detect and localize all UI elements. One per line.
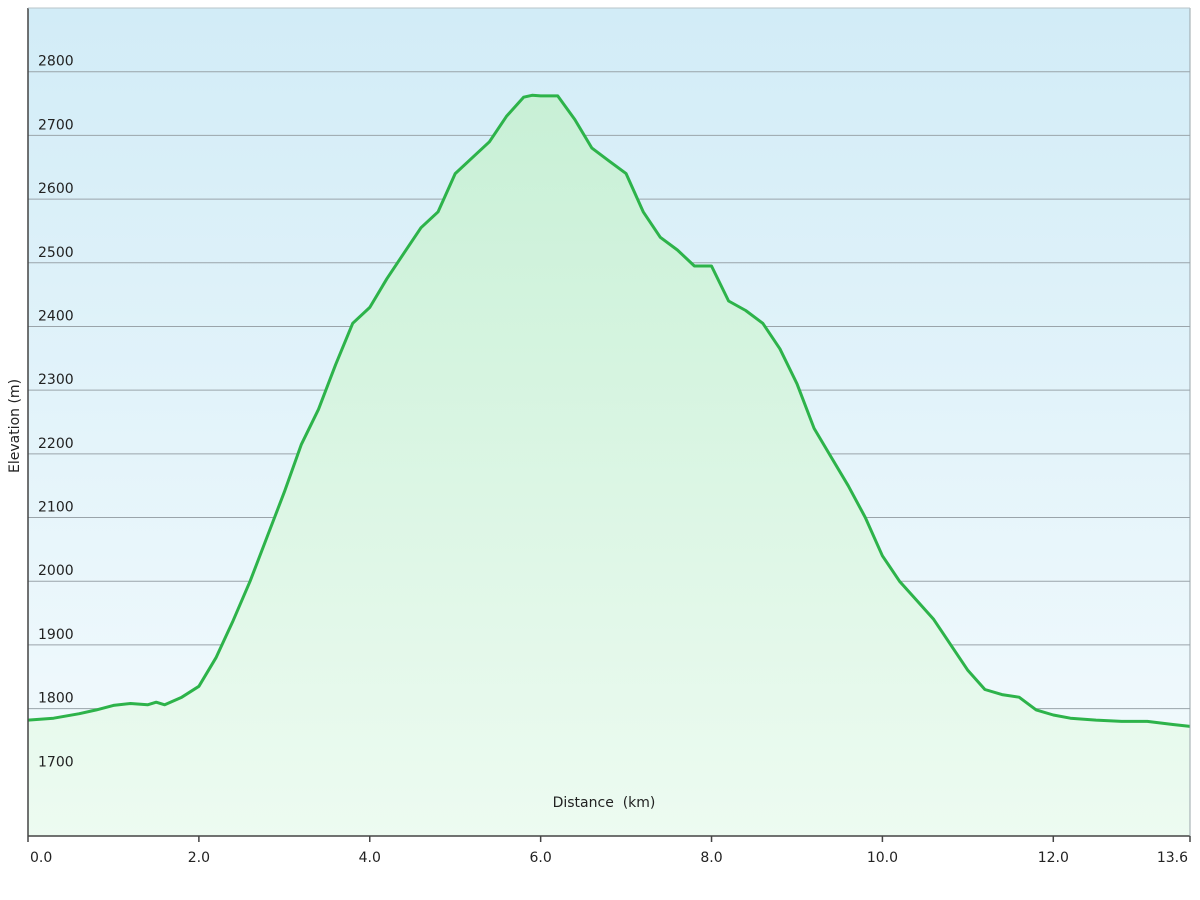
x-tick-label: 6.0 <box>530 850 552 866</box>
y-tick-label: 1800 <box>38 691 74 707</box>
elevation-area-fill <box>28 95 1190 837</box>
y-tick-label: 2600 <box>38 181 74 197</box>
x-tick-label: 2.0 <box>188 850 210 866</box>
y-tick-label: 2300 <box>38 372 74 388</box>
x-axis-title: Distance (km) <box>553 795 656 811</box>
x-tick-label: 4.0 <box>359 850 381 866</box>
y-tick-labels: 1700 1800 1900 2000 2100 2200 2300 2400 2500 2600… <box>38 54 74 771</box>
axes <box>27 7 1191 842</box>
x-tick-label: 13.6 <box>1157 850 1188 866</box>
y-tick-label: 2200 <box>38 436 74 452</box>
y-tick-label: 2100 <box>38 500 74 516</box>
x-tick-label: 12.0 <box>1038 850 1069 866</box>
x-tick-label: 8.0 <box>700 850 722 866</box>
y-tick-label: 2000 <box>38 563 74 579</box>
y-tick-label: 1900 <box>38 627 74 643</box>
elevation-profile-line <box>27 93 1191 728</box>
y-tick-label: 2800 <box>38 54 74 70</box>
y-tick-label: 1700 <box>38 754 74 770</box>
x-tick-label: 0.0 <box>30 850 52 866</box>
x-tick-label: 10.0 <box>867 850 898 866</box>
x-tick-labels: 0.0 2.0 4.0 6.0 8.0 10.0 12.0 13.6 <box>30 850 1188 866</box>
y-axis-title: Elevation (m) <box>7 379 23 473</box>
y-tick-label: 2700 <box>38 117 74 133</box>
y-tick-label: 2400 <box>38 308 74 324</box>
y-tick-label: 2500 <box>38 245 74 261</box>
